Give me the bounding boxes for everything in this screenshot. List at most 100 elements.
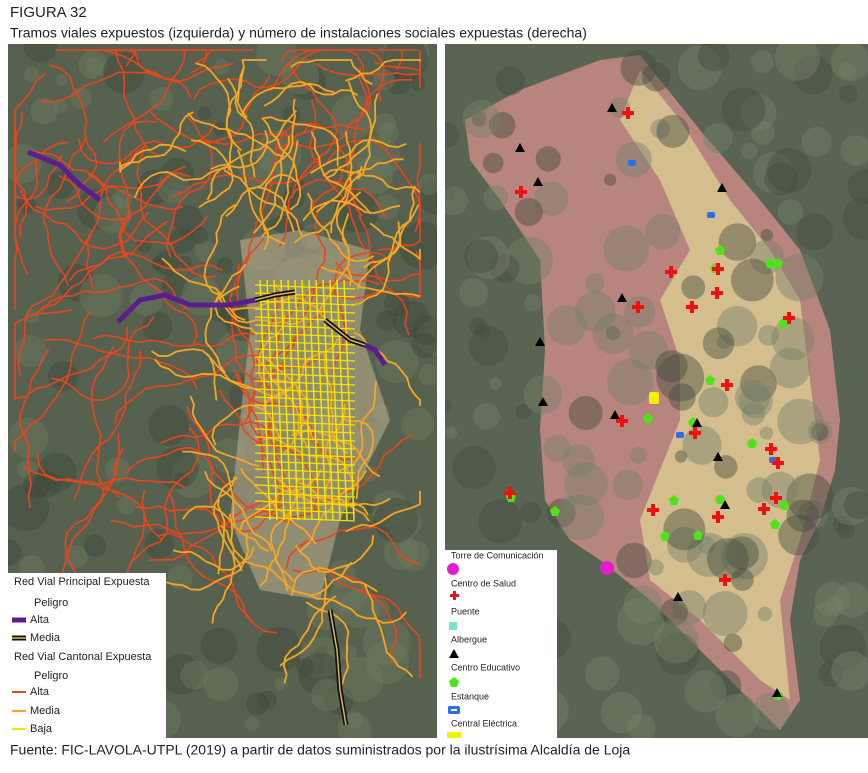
- road: [133, 167, 227, 199]
- power-symbol: [707, 212, 715, 218]
- health-symbol: [783, 312, 795, 324]
- terrain: [362, 617, 411, 666]
- road: [263, 80, 358, 107]
- source-note: Fuente: FIC-LAVOLA-UTPL (2019) a partir …: [10, 742, 630, 758]
- road: [254, 508, 356, 514]
- left-legend: Red Vial Principal Expuesta Peligro Alta…: [8, 573, 166, 738]
- legend-label: Estanque: [451, 691, 489, 701]
- terrain: [245, 692, 270, 716]
- road: [261, 116, 339, 167]
- terrain: [117, 495, 137, 515]
- road: [254, 308, 356, 314]
- road: [191, 139, 234, 208]
- terrain: [839, 85, 858, 104]
- road: [14, 159, 39, 310]
- terrain: [564, 462, 608, 506]
- road: [22, 465, 163, 540]
- terrain: [245, 716, 260, 732]
- road: [168, 492, 256, 626]
- road: [42, 136, 87, 287]
- terrain: [750, 120, 775, 145]
- road: [204, 285, 240, 374]
- road: [119, 111, 194, 173]
- road: [118, 120, 157, 259]
- terrain: [203, 666, 239, 702]
- road: [189, 395, 260, 467]
- school-symbol: [533, 177, 543, 186]
- terrain: [515, 403, 532, 420]
- road: [277, 78, 413, 150]
- terrain: [758, 324, 780, 346]
- road: [308, 594, 407, 624]
- figure-title: FIGURA 32: [10, 4, 87, 21]
- terrain: [814, 581, 850, 617]
- health-symbol: [616, 415, 628, 427]
- terrain: [718, 223, 757, 261]
- road: [217, 291, 308, 326]
- terrain: [385, 69, 411, 95]
- legend-label: Centro de Salud: [451, 578, 516, 588]
- terrain: [8, 539, 22, 566]
- terrain: [469, 317, 487, 336]
- terrain: [181, 275, 222, 316]
- terrain: [627, 713, 656, 738]
- road: [279, 577, 328, 667]
- terrain: [514, 197, 543, 226]
- terrain: [655, 350, 688, 383]
- terrain: [831, 487, 868, 526]
- terrain: [392, 300, 430, 339]
- terrain: [775, 253, 824, 302]
- road: [331, 251, 392, 372]
- road: [48, 64, 98, 203]
- terrain: [826, 596, 844, 613]
- road: [240, 82, 335, 117]
- terrain: [560, 495, 576, 511]
- terrain: [706, 538, 749, 581]
- terrain: [452, 445, 496, 490]
- road: [302, 199, 401, 222]
- road: [172, 533, 250, 571]
- terrain: [663, 508, 706, 551]
- road: [182, 505, 269, 553]
- health-symbol: [719, 574, 731, 586]
- school-symbol: [720, 500, 730, 509]
- terrain: [8, 483, 50, 532]
- road: [254, 348, 356, 354]
- road: [92, 332, 255, 348]
- road: [36, 452, 186, 489]
- terrain: [660, 598, 688, 627]
- legend-subtitle: Peligro: [34, 597, 68, 609]
- pond-symbol: [643, 413, 653, 423]
- terrain: [650, 118, 670, 139]
- road: [17, 233, 92, 376]
- legend-subtitle: Peligro: [34, 670, 68, 682]
- school-symbol: [535, 337, 545, 346]
- tower-symbol: [600, 561, 614, 575]
- health-symbol: [622, 107, 634, 119]
- terrain: [751, 50, 775, 74]
- terrain: [136, 169, 172, 205]
- terrain: [777, 199, 804, 225]
- terrain: [361, 465, 378, 482]
- terrain: [345, 155, 360, 170]
- road: [254, 332, 356, 338]
- legend-label: Alta: [30, 686, 50, 698]
- road: [306, 192, 374, 263]
- terrain: [340, 645, 357, 662]
- terrain: [156, 447, 199, 490]
- terrain: [372, 112, 396, 136]
- terrain: [830, 44, 868, 82]
- terrain: [721, 87, 766, 132]
- main-road: [324, 319, 366, 346]
- road: [114, 354, 258, 424]
- terrain: [620, 49, 657, 86]
- legend-symbol: [451, 709, 457, 711]
- terrain: [786, 499, 819, 532]
- health-symbol: [772, 457, 784, 469]
- terrain: [416, 319, 437, 356]
- road: [347, 81, 373, 180]
- road: [325, 93, 379, 180]
- road: [254, 364, 356, 370]
- terrain: [489, 377, 502, 390]
